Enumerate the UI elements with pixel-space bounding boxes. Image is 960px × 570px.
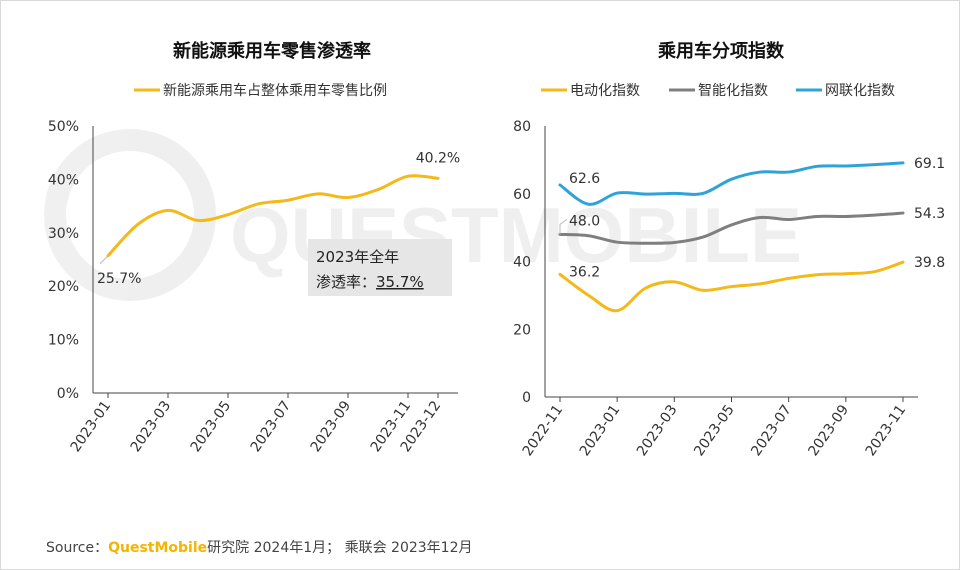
left-x-tick-label: 2023-05 bbox=[188, 398, 235, 455]
left-series-line-0 bbox=[106, 174, 440, 258]
right-data-label: 54.3 bbox=[914, 206, 945, 222]
left-y-tick-label: 0% bbox=[57, 386, 79, 402]
annotation-background bbox=[308, 239, 452, 296]
legend-label-electric: 电动化指数 bbox=[570, 83, 640, 99]
source-brand: QuestMobile bbox=[108, 540, 208, 556]
right-legend: 电动化指数 智能化指数 网联化指数 bbox=[541, 83, 895, 99]
left-data-label-start: 25.7% bbox=[97, 271, 141, 287]
right-x-tick-label: 2023-03 bbox=[634, 402, 681, 459]
right-x-tick-label: 2023-05 bbox=[691, 402, 738, 459]
right-x-tick-label: 2023-07 bbox=[748, 402, 795, 459]
source-prefix: Source： bbox=[46, 540, 109, 556]
right-y-tick-label: 60 bbox=[513, 187, 531, 203]
right-data-label: 39.8 bbox=[914, 255, 945, 271]
right-y-tick-label: 80 bbox=[513, 119, 531, 135]
annotation-line2: 渗透率：35.7% bbox=[316, 273, 424, 291]
left-y-tick-label: 50% bbox=[48, 119, 79, 135]
left-legend: 新能源乘用车占整体乘用车零售比例 bbox=[134, 82, 387, 99]
right-chart-title: 乘用车分项指数 bbox=[657, 40, 785, 62]
left-y-tick-label: 40% bbox=[48, 172, 79, 188]
right-y-tick-label: 40 bbox=[513, 255, 531, 271]
left-x-tick-label: 2023-01 bbox=[68, 398, 115, 455]
right-series-line-0 bbox=[558, 260, 905, 313]
legend-label-intelligent: 智能化指数 bbox=[698, 83, 768, 99]
right-y-tick-label: 20 bbox=[513, 322, 531, 338]
annotation-box: 2023年全年 渗透率：35.7% bbox=[308, 239, 452, 296]
right-label-leader bbox=[559, 218, 568, 235]
left-label-leader bbox=[99, 255, 109, 265]
left-chart-title: 新能源乘用车零售渗透率 bbox=[173, 40, 371, 62]
right-plot: 36.2 39.8 48.0 54.3 62.6 69.1 bbox=[558, 156, 945, 313]
right-x-tick-label: 2023-11 bbox=[863, 402, 910, 459]
left-legend-label: 新能源乘用车占整体乘用车零售比例 bbox=[163, 82, 387, 99]
right-series-line-2 bbox=[558, 161, 905, 206]
left-x-tick-label: 2023-03 bbox=[128, 398, 175, 455]
left-plot: 25.7% 40.2% bbox=[97, 150, 460, 286]
annotation-label: 渗透率： bbox=[316, 273, 376, 291]
right-series-line-1 bbox=[558, 211, 905, 245]
left-y-tick-label: 10% bbox=[48, 333, 79, 349]
right-y-tick-label: 0 bbox=[522, 390, 531, 406]
legend-label-connected: 网联化指数 bbox=[825, 83, 895, 99]
right-x-tick-label: 2023-01 bbox=[577, 402, 624, 459]
left-y-tick-label: 20% bbox=[48, 279, 79, 295]
right-data-label: 62.6 bbox=[569, 171, 600, 187]
source-detail: 研究院 2024年1月； 乘联会 2023年12月 bbox=[207, 540, 473, 556]
annotation-value: 35.7% bbox=[376, 273, 424, 291]
left-x-tick-label: 2023-07 bbox=[248, 398, 295, 455]
right-data-label: 69.1 bbox=[914, 156, 945, 172]
right-x-tick-label: 2022-11 bbox=[520, 402, 567, 459]
left-data-label-end: 40.2% bbox=[416, 150, 460, 166]
right-data-label: 36.2 bbox=[569, 264, 600, 280]
annotation-line1: 2023年全年 bbox=[316, 248, 399, 266]
right-data-label: 48.0 bbox=[569, 213, 600, 229]
source-note: Source：QuestMobile研究院 2024年1月； 乘联会 2023年… bbox=[46, 537, 473, 557]
right-x-tick-label: 2023-09 bbox=[805, 402, 852, 459]
left-x-tick-label: 2023-09 bbox=[308, 398, 355, 455]
left-y-tick-label: 30% bbox=[48, 226, 79, 242]
